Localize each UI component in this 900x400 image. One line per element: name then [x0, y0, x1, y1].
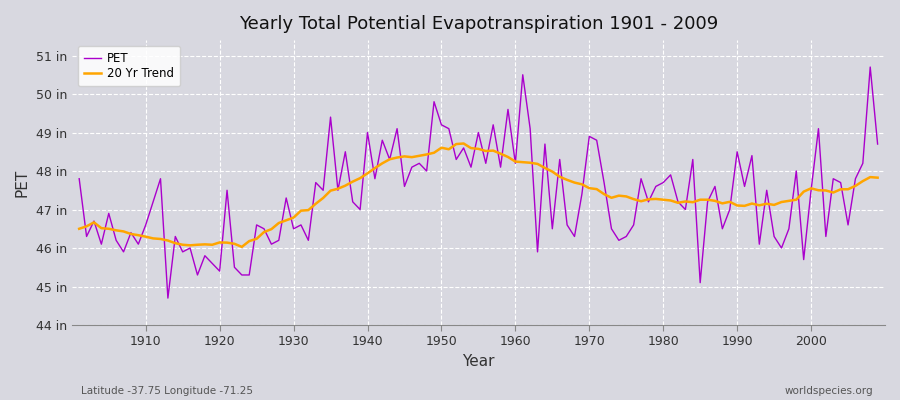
Line: PET: PET — [79, 67, 878, 298]
PET — [510, 161, 521, 166]
PET — [518, 72, 528, 77]
X-axis label: Year: Year — [462, 354, 495, 369]
20 Yr Trend — [525, 160, 535, 165]
20 Yr Trend — [347, 179, 358, 184]
20 Yr Trend — [303, 208, 314, 212]
20 Yr Trend — [133, 233, 144, 238]
PET — [606, 226, 616, 231]
20 Yr Trend — [74, 226, 85, 231]
Title: Yearly Total Potential Evapotranspiration 1901 - 2009: Yearly Total Potential Evapotranspiratio… — [238, 15, 718, 33]
20 Yr Trend — [872, 175, 883, 180]
PET — [865, 65, 876, 70]
Text: worldspecies.org: worldspecies.org — [785, 386, 873, 396]
20 Yr Trend — [458, 141, 469, 146]
PET — [347, 200, 358, 204]
PET — [303, 238, 314, 243]
Text: Latitude -37.75 Longitude -71.25: Latitude -37.75 Longitude -71.25 — [81, 386, 253, 396]
PET — [74, 176, 85, 181]
Y-axis label: PET: PET — [15, 168, 30, 197]
PET — [133, 242, 144, 246]
20 Yr Trend — [614, 193, 625, 198]
PET — [163, 296, 174, 300]
PET — [872, 142, 883, 146]
20 Yr Trend — [237, 244, 248, 249]
20 Yr Trend — [518, 160, 528, 164]
Line: 20 Yr Trend: 20 Yr Trend — [79, 144, 878, 247]
Legend: PET, 20 Yr Trend: PET, 20 Yr Trend — [77, 46, 180, 86]
